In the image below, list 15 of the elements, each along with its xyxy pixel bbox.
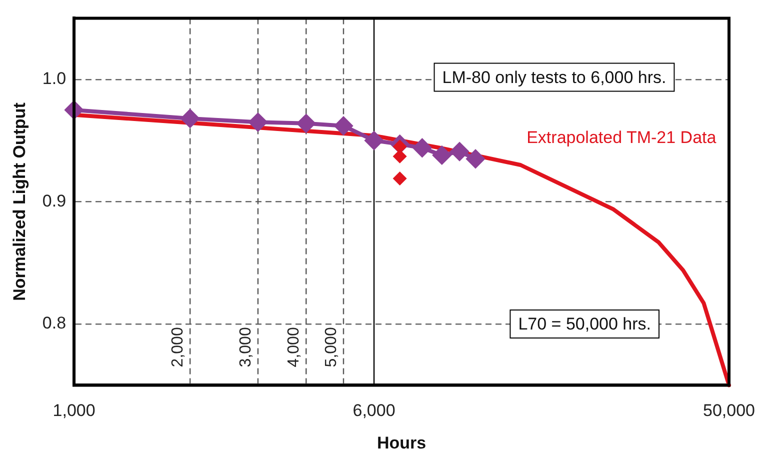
ref-line-label: 2,000 [169,327,186,368]
series-label: Extrapolated TM-21 Data [526,128,717,148]
ref-line-label: 3,000 [237,327,254,368]
y-tick-label: 0.9 [42,191,66,210]
x-tick-label: 6,000 [352,401,396,420]
x-axis-title: Hours [376,433,426,452]
annotation: L70 = 50,000 hrs. [518,314,652,334]
ref-line-label: 4,000 [286,327,303,368]
ref-line-label: 5,000 [322,327,340,368]
y-axis-title: Normalized Light Output [10,102,29,301]
y-tick-label: 1.0 [42,69,66,88]
x-tick-label: 50,000 [703,401,755,420]
y-tick-label: 0.8 [42,314,66,333]
x-tick-label: 1,000 [52,401,96,420]
annotation: LM-80 only tests to 6,000 hrs. [442,68,666,87]
